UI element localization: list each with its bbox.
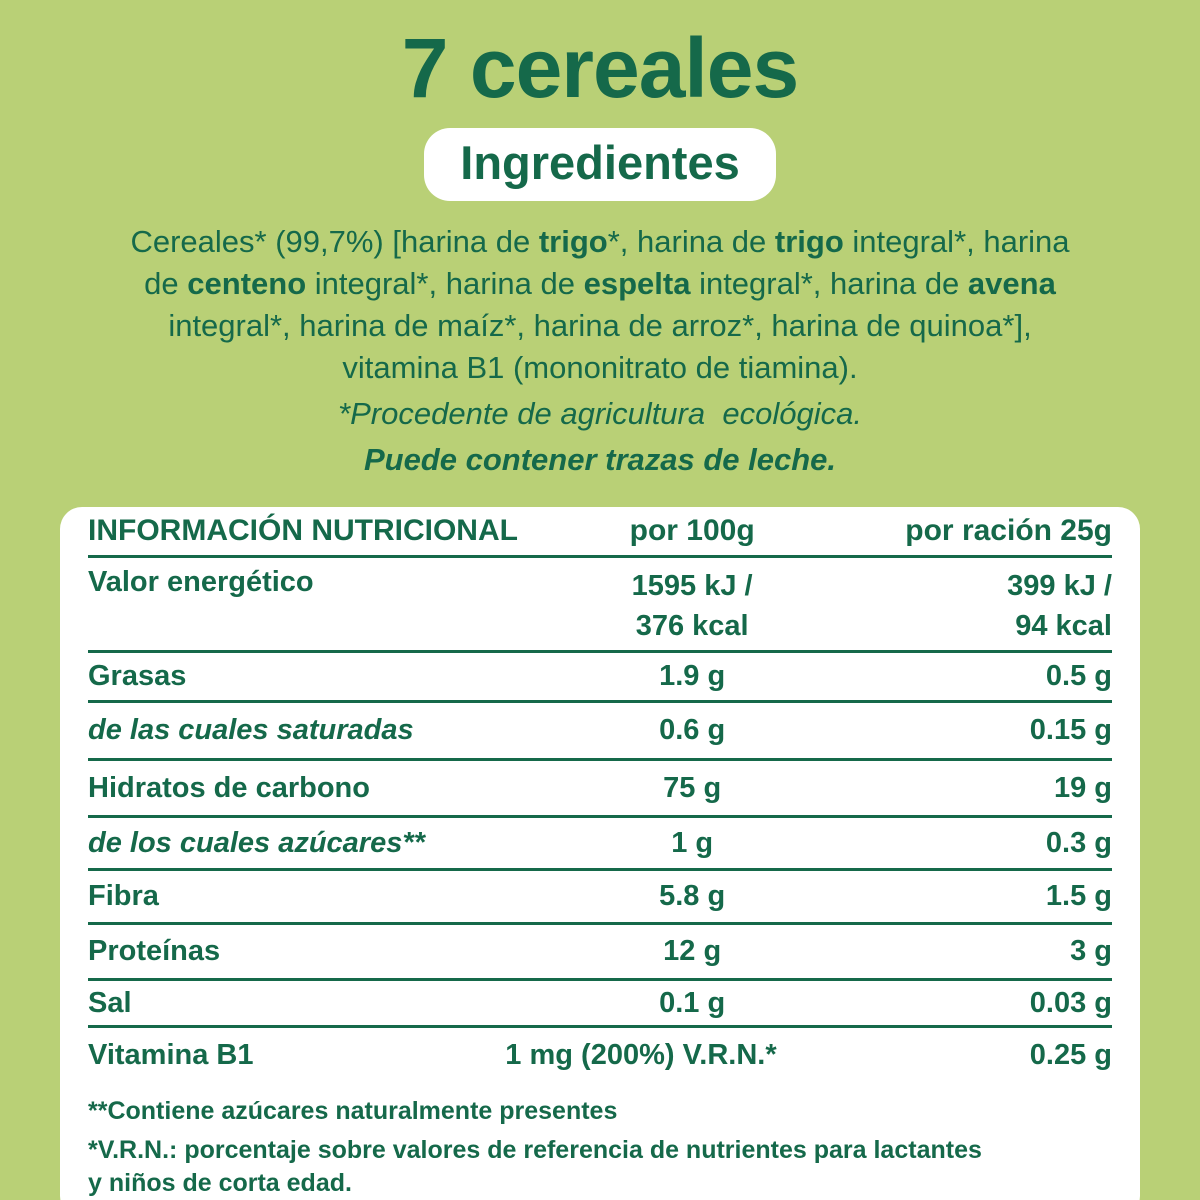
ingredientes-badge-container: Ingredientes — [0, 127, 1200, 202]
table-row: Sal 0.1 g 0.03 g — [88, 978, 1112, 1025]
row-label: Grasas — [88, 660, 187, 693]
nutrition-header-label: INFORMACIÓN NUTRICIONAL — [88, 514, 518, 548]
ingredients-text-segment: *, harina de — [607, 224, 775, 260]
table-row: de las cuales saturadas 0.6 g 0.15 g — [88, 700, 1112, 758]
table-row: Valor energético 1595 kJ / 376 kcal 399 kJ… — [88, 555, 1112, 650]
row-label: de los cuales azúcares** — [88, 826, 425, 859]
ingredients-line: de centeno integral*, harina de espelta … — [0, 263, 1200, 305]
ingredients-text-segment: *Procedente de agricultura ecológica. — [338, 396, 862, 432]
ingredients-line: Cereales* (99,7%) [harina de trigo*, har… — [0, 221, 1200, 263]
table-row: Grasas 1.9 g 0.5 g — [88, 650, 1112, 700]
row-value-per-racion: 3 g — [1070, 935, 1112, 968]
ingredients-text-segment: espelta — [583, 266, 691, 302]
ingredients-line: integral*, harina de maíz*, harina de ar… — [0, 305, 1200, 347]
ingredients-text-segment: integral*, harina de maíz*, harina de ar… — [168, 308, 1032, 344]
ingredients-line: *Procedente de agricultura ecológica. — [0, 393, 1200, 435]
table-row: Fibra 5.8 g 1.5 g — [88, 868, 1112, 922]
row-value-per-100g: 0.6 g — [659, 714, 726, 747]
row-label: Valor energético — [88, 566, 314, 599]
row-value-per-100g: 75 g — [663, 771, 722, 804]
ingredients-text-segment: Puede contener trazas de leche. — [363, 442, 837, 478]
row-label: Sal — [88, 986, 132, 1019]
ingredientes-badge: Ingredientes — [424, 127, 776, 202]
table-row: Hidratos de carbono 75 g 19 g — [88, 758, 1112, 815]
row-value-per-racion: 0.15 g — [1029, 714, 1112, 747]
ingredients-paragraph: Cereales* (99,7%) [harina de trigo*, har… — [0, 221, 1200, 481]
row-value-per-100g: 0.1 g — [659, 986, 726, 1019]
ingredients-text-segment: integral*, harina de — [690, 266, 968, 302]
nutrition-header-per-100g: por 100g — [629, 514, 755, 548]
row-label: Hidratos de carbono — [88, 771, 370, 804]
ingredients-line: vitamina B1 (mononitrato de tiamina). — [0, 347, 1200, 389]
row-value-per-racion: 0.03 g — [1029, 986, 1112, 1019]
ingredients-text-segment: de — [144, 266, 188, 302]
ingredients-line: Puede contener trazas de leche. — [0, 439, 1200, 481]
ingredients-text-segment: Cereales* (99,7%) [harina de — [130, 224, 539, 260]
nutrition-rows: Valor energético 1595 kJ / 376 kcal 399 kJ… — [88, 555, 1112, 1083]
table-row: de los cuales azúcares** 1 g 0.3 g — [88, 815, 1112, 868]
row-value-per-racion: 1.5 g — [1045, 880, 1112, 913]
ingredients-text-segment: integral*, harina — [843, 224, 1070, 260]
ingredients-text-segment: trigo — [774, 224, 844, 260]
footnote: **Contiene azúcares naturalmente present… — [88, 1097, 618, 1126]
row-value-per-racion: 0.25 g — [1029, 1039, 1112, 1072]
nutrition-panel: INFORMACIÓN NUTRICIONAL por 100g por rac… — [60, 507, 1140, 1200]
row-value-per-100g: 5.8 g — [659, 880, 726, 913]
row-label: Vitamina B1 — [88, 1039, 254, 1072]
nutrition-header-per-racion: por ración 25g — [905, 514, 1112, 548]
row-value-per-racion: 0.5 g — [1045, 660, 1112, 693]
row-value-per-racion: 0.3 g — [1045, 826, 1112, 859]
row-label: Proteínas — [88, 935, 221, 968]
footnote: *V.R.N.: porcentaje sobre valores de ref… — [88, 1136, 982, 1198]
table-row: Proteínas 12 g 3 g — [88, 922, 1112, 978]
ingredients-text-segment: vitamina B1 (mononitrato de tiamina). — [342, 350, 858, 386]
nutrition-header-row: INFORMACIÓN NUTRICIONAL por 100g por rac… — [88, 507, 1112, 555]
ingredients-text-segment: integral*, harina de — [306, 266, 584, 302]
nutrition-footnotes: **Contiene azúcares naturalmente present… — [88, 1095, 1112, 1200]
row-value-per-100g: 1595 kJ / 376 kcal — [631, 570, 753, 643]
page-title: 7 cereales — [401, 21, 799, 115]
row-value-per-100g: 1 g — [671, 826, 714, 859]
row-value-per-racion: 399 kJ / 94 kcal — [1007, 570, 1112, 643]
table-row: Vitamina B1 1 mg (200%) V.R.N.* 0.25 g — [88, 1025, 1112, 1083]
ingredients-text-segment: trigo — [538, 224, 608, 260]
row-value-per-racion: 19 g — [1053, 771, 1112, 804]
ingredients-text-segment: centeno — [187, 266, 307, 302]
row-value-per-100g: 1 mg (200%) V.R.N.* — [505, 1039, 777, 1072]
row-value-per-100g: 12 g — [663, 935, 722, 968]
row-label: Fibra — [88, 880, 159, 913]
row-label: de las cuales saturadas — [88, 714, 414, 747]
row-value-per-100g: 1.9 g — [659, 660, 726, 693]
ingredients-text-segment: avena — [967, 266, 1056, 302]
